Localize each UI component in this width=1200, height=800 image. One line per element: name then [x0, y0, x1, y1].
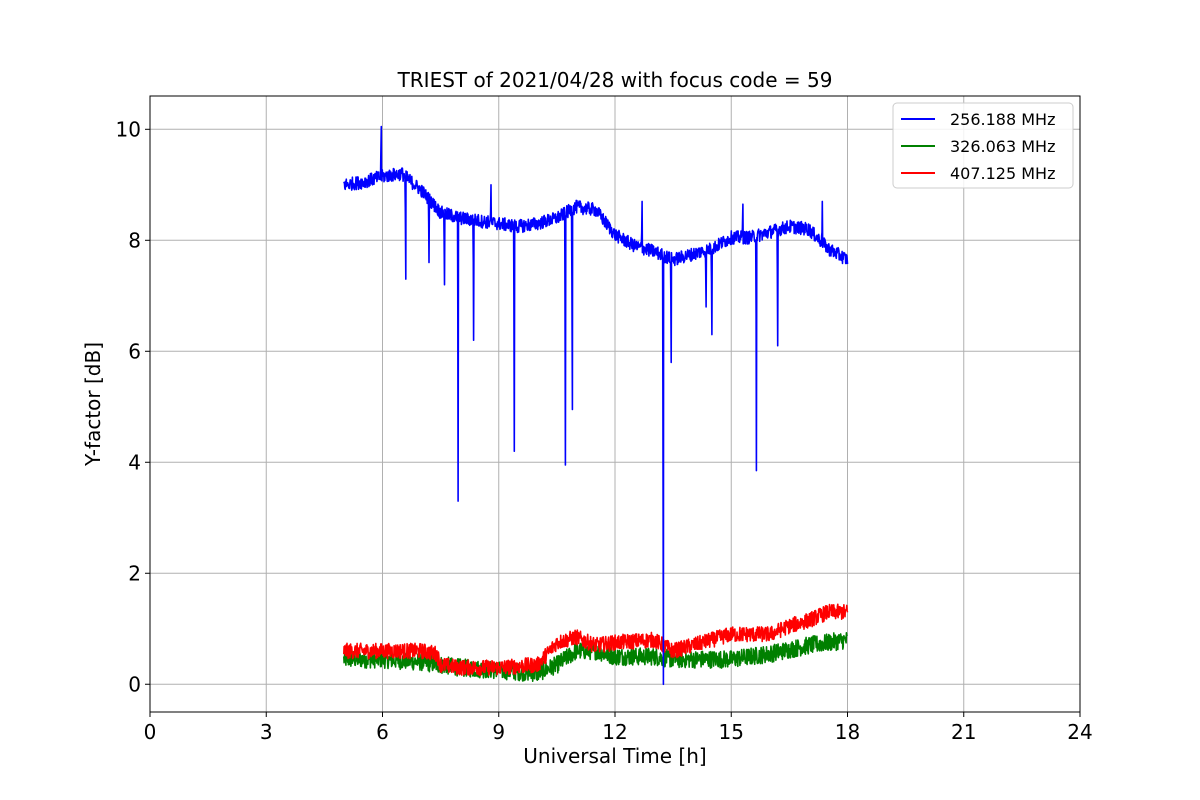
y-tick-label: 8 — [128, 228, 141, 252]
x-tick-label: 21 — [951, 720, 976, 744]
y-tick-label: 6 — [128, 339, 141, 363]
series-layer — [343, 125, 849, 686]
legend-entry-label: 326.063 MHz — [950, 137, 1055, 156]
x-axis-label: Universal Time [h] — [523, 744, 706, 768]
y-tick-label: 2 — [128, 561, 141, 585]
x-tick-label: 3 — [260, 720, 273, 744]
chart-title: TRIEST of 2021/04/28 with focus code = 5… — [397, 68, 833, 92]
y-tick-label: 4 — [128, 450, 141, 474]
x-tick-label: 15 — [719, 720, 744, 744]
legend: 256.188 MHz 326.063 MHz 407.125 MHz — [892, 102, 1074, 189]
series-line-0 — [343, 125, 849, 686]
legend-entry-label: 256.188 MHz — [950, 110, 1055, 129]
y-tick-label: 0 — [128, 672, 141, 696]
x-tick-label: 12 — [602, 720, 627, 744]
x-tick-label: 6 — [376, 720, 389, 744]
x-tick-label: 0 — [144, 720, 157, 744]
x-tick-label: 24 — [1067, 720, 1092, 744]
series-line-2 — [343, 603, 849, 676]
x-tick-label: 18 — [835, 720, 860, 744]
y-tick-label: 10 — [116, 117, 141, 141]
series-line-1 — [343, 632, 848, 682]
legend-box — [892, 102, 1074, 189]
y-axis-label: Y-factor [dB] — [81, 342, 105, 467]
x-tick-label: 9 — [492, 720, 505, 744]
legend-entry-label: 407.125 MHz — [950, 164, 1055, 183]
